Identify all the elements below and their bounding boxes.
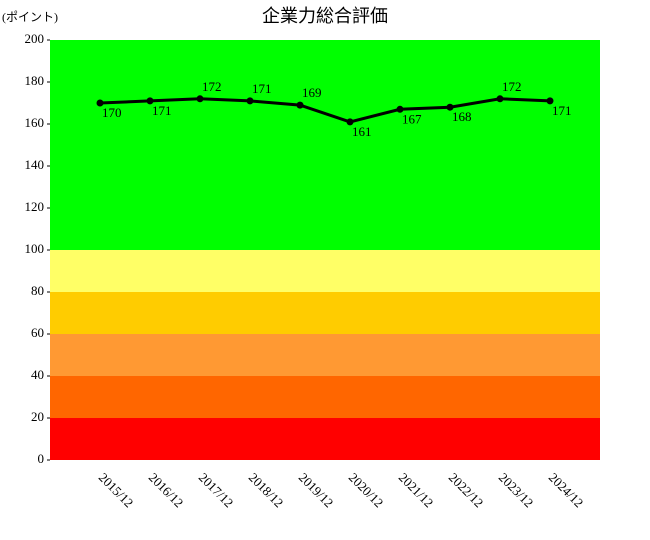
y-tick-label: 160 <box>25 115 45 130</box>
line <box>99 97 551 124</box>
zone-band <box>50 418 600 460</box>
x-tick-label: 2016/12 <box>146 470 187 511</box>
x-tick-label: 2021/12 <box>396 470 437 511</box>
y-tick-label: 140 <box>25 157 45 172</box>
zone-band <box>50 376 600 418</box>
y-tick-label: 200 <box>25 31 45 46</box>
x-tick-label: 2024/12 <box>546 470 587 511</box>
x-tick-label: 2020/12 <box>346 470 387 511</box>
data-label: 170 <box>102 105 122 120</box>
zone-band <box>50 40 600 250</box>
point <box>446 103 454 111</box>
zone-band <box>50 292 600 334</box>
point <box>146 97 154 105</box>
y-tick-label: 60 <box>31 325 44 340</box>
x-tick-label: 2019/12 <box>296 470 337 511</box>
chart-title: 企業力総合評価 <box>262 6 388 26</box>
data-label: 172 <box>202 79 222 94</box>
x-tick-label: 2018/12 <box>246 470 287 511</box>
data-label: 161 <box>352 124 372 139</box>
y-tick-label: 120 <box>25 199 45 214</box>
y-tick-label: 0 <box>38 451 45 466</box>
zone-band <box>50 250 600 292</box>
x-tick-label: 2015/12 <box>96 470 137 511</box>
data-label: 169 <box>302 85 322 100</box>
y-tick-label: 100 <box>25 241 45 256</box>
x-tick-label: 2023/12 <box>496 470 537 511</box>
y-tick-label: 40 <box>31 367 44 382</box>
y-tick-label: 180 <box>25 73 45 88</box>
x-tick-label: 2017/12 <box>196 470 237 511</box>
data-label: 171 <box>252 81 272 96</box>
y-axis-label: (ポイント) <box>2 10 58 24</box>
y-tick-label: 80 <box>31 283 44 298</box>
point <box>346 118 354 126</box>
point <box>496 95 504 103</box>
point <box>196 95 204 103</box>
y-tick-label: 20 <box>31 409 44 424</box>
point <box>396 105 404 113</box>
zone-band <box>50 334 600 376</box>
point <box>96 99 104 107</box>
data-label: 172 <box>502 79 522 94</box>
x-tick-label: 2022/12 <box>446 470 487 511</box>
point <box>296 101 304 109</box>
point <box>546 97 554 105</box>
data-label: 171 <box>152 103 172 118</box>
data-label: 171 <box>552 103 572 118</box>
data-label: 168 <box>452 109 472 124</box>
data-label: 167 <box>402 111 422 126</box>
point <box>246 97 254 105</box>
